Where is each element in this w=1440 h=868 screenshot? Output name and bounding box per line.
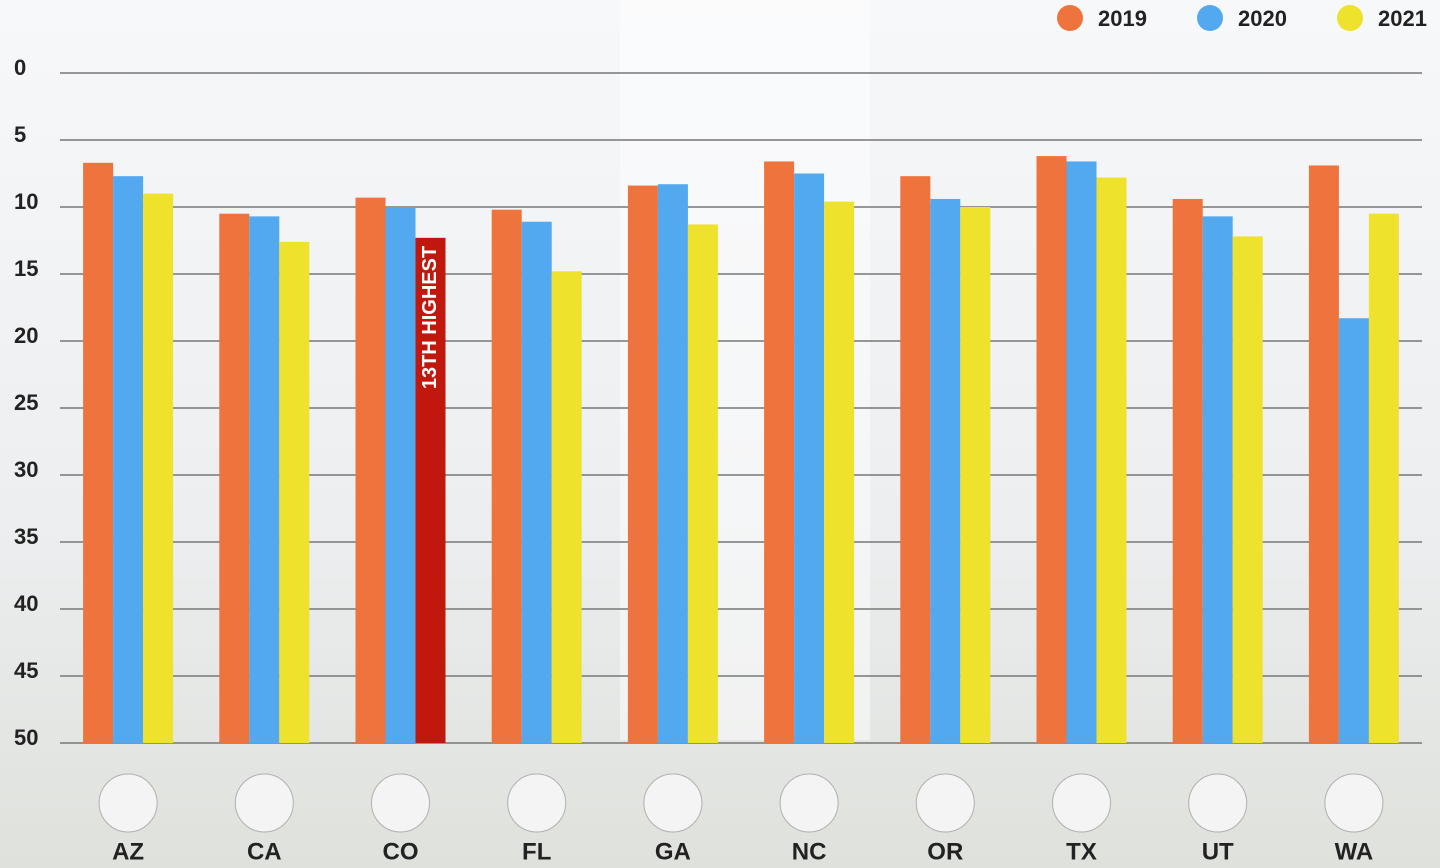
y-tick-label: 40 <box>14 591 38 616</box>
bar <box>1233 236 1263 743</box>
x-tick-label: FL <box>522 838 551 865</box>
bar <box>1309 165 1339 743</box>
bar <box>1369 214 1399 743</box>
state-flag <box>916 774 974 832</box>
bar <box>1173 199 1203 743</box>
bar <box>522 222 552 743</box>
y-tick-label: 20 <box>14 323 38 348</box>
state-flag <box>372 774 430 832</box>
state-flag <box>780 774 838 832</box>
bar <box>688 224 718 743</box>
bar <box>960 207 990 743</box>
x-tick-label: TX <box>1066 838 1097 865</box>
x-tick-label: NC <box>792 838 827 865</box>
bar <box>219 214 249 743</box>
legend-label: 2019 <box>1098 6 1147 31</box>
state-flag <box>99 774 157 832</box>
x-tick-label: CA <box>247 838 282 865</box>
x-tick-label: WA <box>1335 838 1374 865</box>
y-tick-label: 0 <box>14 55 26 80</box>
y-tick-label: 10 <box>14 189 38 214</box>
bar <box>628 186 658 743</box>
bar <box>1067 161 1097 743</box>
legend-label: 2021 <box>1378 6 1427 31</box>
x-tick-label: AZ <box>112 838 144 865</box>
bar <box>764 161 794 743</box>
bar <box>1097 178 1127 743</box>
y-tick-label: 30 <box>14 457 38 482</box>
x-tick-label: CO <box>383 838 419 865</box>
bar <box>900 176 930 743</box>
state-flag <box>235 774 293 832</box>
bar <box>552 271 582 743</box>
bar <box>492 210 522 743</box>
state-flag <box>1325 774 1383 832</box>
state-flag <box>1189 774 1247 832</box>
x-tick-label: UT <box>1202 838 1234 865</box>
bar <box>1339 318 1369 743</box>
state-flag <box>508 774 566 832</box>
bar <box>794 174 824 744</box>
state-flag <box>1053 774 1111 832</box>
bar <box>279 242 309 743</box>
annotation: 13TH HIGHEST <box>419 246 441 389</box>
bar <box>1203 216 1233 743</box>
x-tick-label: OR <box>927 838 963 865</box>
y-tick-label: 45 <box>14 658 38 683</box>
x-tick-label: GA <box>655 838 691 865</box>
y-tick-label: 15 <box>14 256 38 281</box>
y-tick-label: 5 <box>14 122 26 147</box>
bar <box>249 216 279 743</box>
y-tick-label: 25 <box>14 390 38 415</box>
legend-swatch <box>1197 5 1223 31</box>
legend-label: 2020 <box>1238 6 1287 31</box>
bar <box>83 163 113 743</box>
bar <box>113 176 143 743</box>
state-flag <box>644 774 702 832</box>
page: {"chart_data": { "type": "bar", "categor… <box>0 0 1440 868</box>
y-tick-label: 35 <box>14 524 38 549</box>
bar <box>356 198 386 743</box>
bar <box>1037 156 1067 743</box>
bar <box>658 184 688 743</box>
y-tick-label: 50 <box>14 725 38 750</box>
legend-swatch <box>1337 5 1363 31</box>
bar <box>930 199 960 743</box>
legend-swatch <box>1057 5 1083 31</box>
chart: 0 5 10 15 20 25 30 35 40 45 50 AZ CA CO 13TH HIGHEST FL… <box>0 0 1440 868</box>
bar <box>143 194 173 743</box>
bar <box>824 202 854 743</box>
bar <box>386 207 416 743</box>
